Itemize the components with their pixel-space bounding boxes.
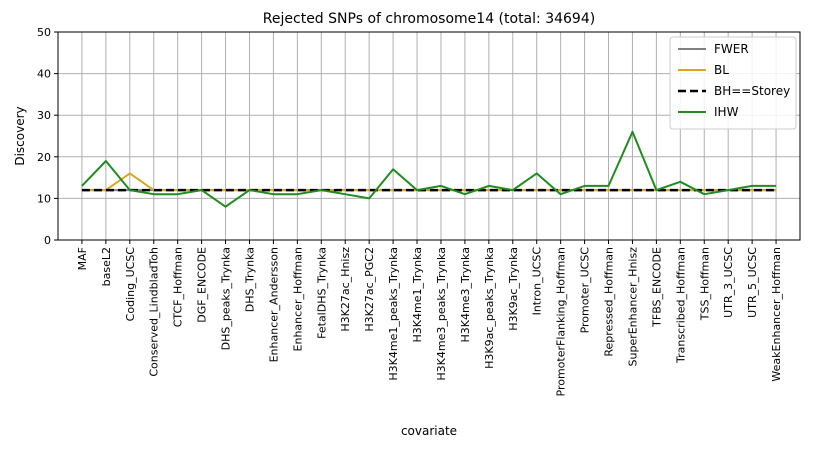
series-lines — [81, 130, 777, 208]
chart-title: Rejected SNPs of chromosome14 (total: 34… — [263, 11, 595, 27]
x-tick-label: Enhancer_Andersson — [267, 247, 280, 362]
x-tick-label: PromoterFlanking_Hoffman — [555, 247, 568, 397]
x-tick-label: FetalDHS_Trynka — [315, 247, 328, 339]
x-tick-label: Enhancer_Hoffman — [291, 247, 304, 351]
x-tick-label: MAF — [76, 247, 89, 270]
legend-label: BL — [714, 63, 729, 77]
x-tick-label: TFBS_ENCODE — [650, 247, 663, 328]
x-tick-label: UTR_3_UCSC — [722, 247, 735, 318]
x-tick-label: SuperEnhancer_Hnisz — [626, 247, 639, 367]
y-tick-label: 30 — [37, 109, 51, 122]
legend: FWER BL BH==Storey IHW — [669, 36, 797, 130]
y-tick-label: 10 — [37, 192, 51, 205]
x-tick-label: H3K27ac_PGC2 — [363, 247, 376, 332]
x-tick-label: H3K4me1_peaks_Trynka — [387, 247, 400, 381]
x-tick-label: DHS_Trynka — [243, 247, 256, 312]
y-axis-label: Discovery — [13, 106, 27, 165]
x-tick-label: Repressed_Hoffman — [603, 247, 616, 357]
legend-label: FWER — [714, 42, 749, 56]
y-tick-label: 50 — [37, 26, 51, 39]
y-tick-label: 40 — [37, 68, 51, 81]
y-axis-ticks: 0 10 20 30 40 50 — [37, 26, 58, 247]
legend-label: BH==Storey — [714, 84, 790, 98]
series-line-ihw — [81, 130, 777, 208]
y-tick-label: 0 — [44, 234, 51, 247]
x-tick-label: DHS_peaks_Trynka — [220, 247, 233, 350]
x-tick-label: Conserved_LindbladToh — [148, 247, 161, 377]
x-tick-label: H3K4me3_Trynka — [459, 247, 472, 343]
x-tick-label: TSS_Hoffman — [698, 247, 711, 321]
x-tick-label: Coding_UCSC — [124, 247, 137, 322]
x-axis-ticks: MAF baseL2 Coding_UCSC Conserved_LindbladTo… — [76, 240, 783, 396]
legend-box — [669, 36, 797, 130]
legend-label: IHW — [714, 105, 739, 119]
y-tick-label: 20 — [37, 151, 51, 164]
x-tick-label: H3K4me3_peaks_Trynka — [435, 247, 448, 381]
x-tick-label: H3K9ac_peaks_Trynka — [483, 247, 496, 369]
x-tick-label: baseL2 — [100, 247, 113, 286]
x-tick-label: CTCF_Hoffman — [172, 247, 185, 327]
x-tick-label: H3K4me1_Trynka — [411, 247, 424, 343]
plot-frame — [57, 31, 801, 241]
x-tick-label: DGF_ENCODE — [196, 247, 209, 323]
x-axis-label: covariate — [401, 424, 457, 438]
x-tick-label: UTR_5_UCSC — [746, 247, 759, 318]
x-tick-label: H3K27ac_Hnisz — [339, 247, 352, 332]
x-tick-label: Promoter_UCSC — [579, 247, 592, 334]
x-tick-label: H3K9ac_Trynka — [507, 247, 520, 331]
x-tick-label: Transcribed_Hoffman — [674, 247, 687, 364]
x-tick-label: Intron_UCSC — [531, 247, 544, 316]
x-tick-label: WeakEnhancer_Hoffman — [770, 247, 783, 382]
